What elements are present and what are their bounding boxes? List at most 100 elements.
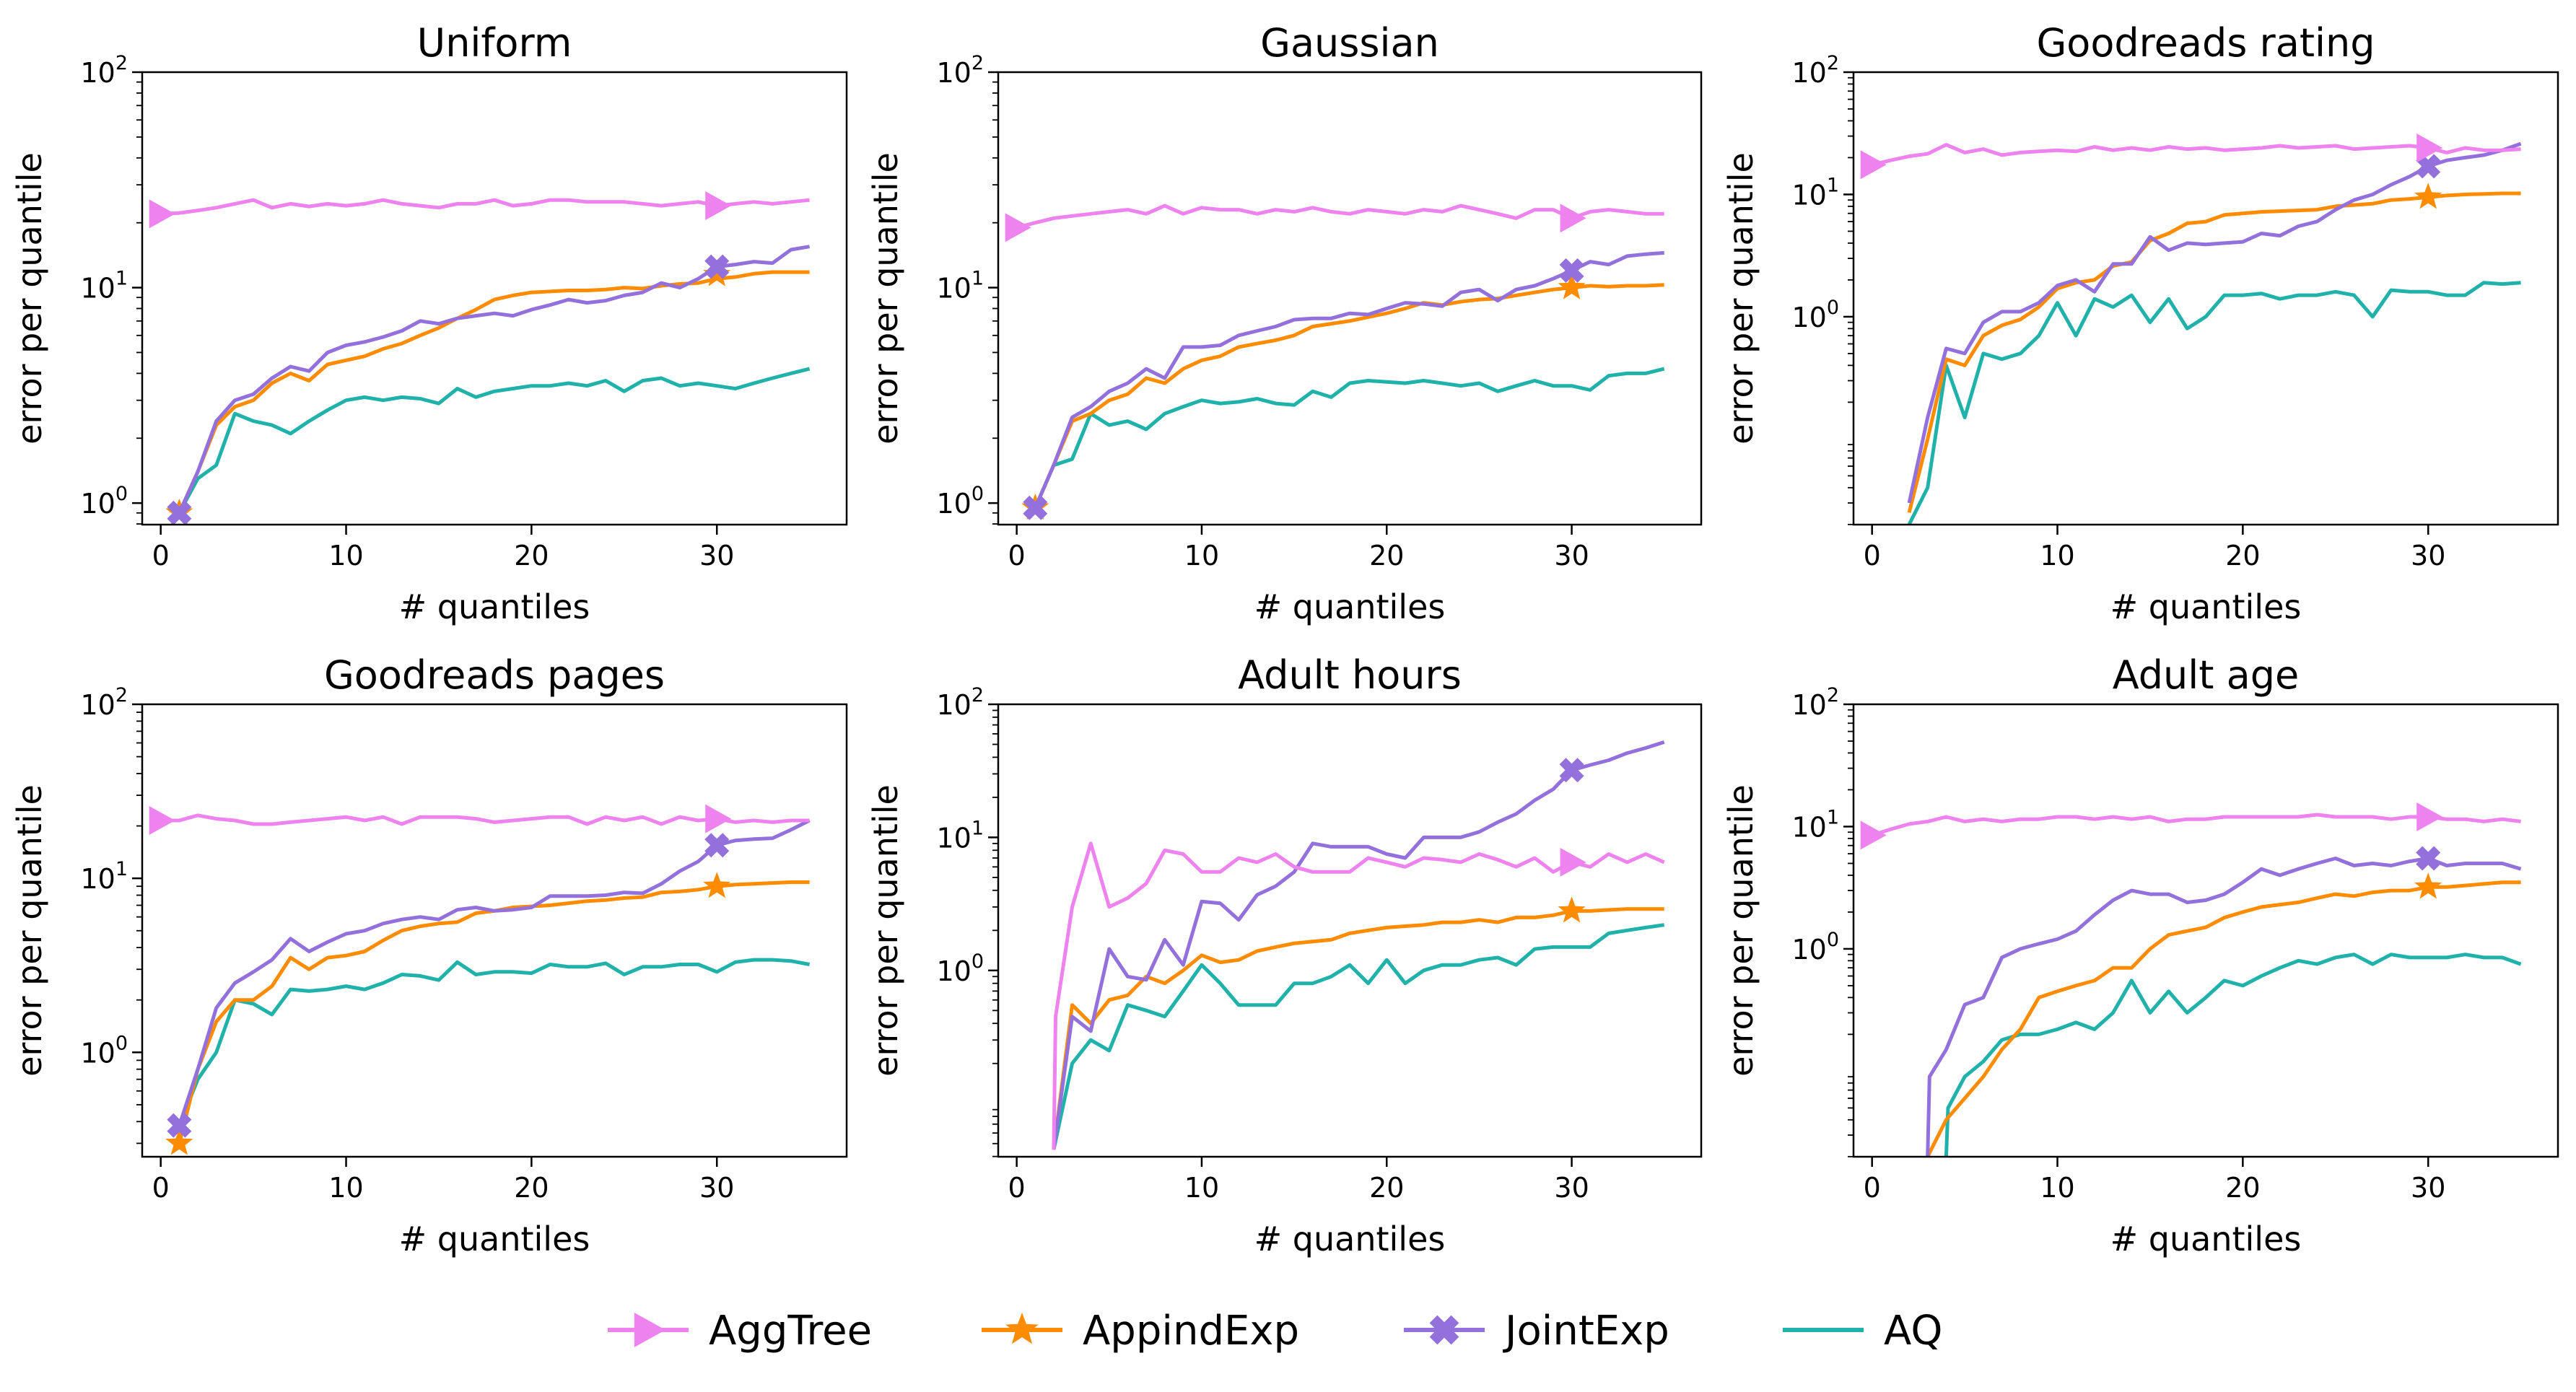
legend-item-appindexp: AppindExp [982, 1308, 1299, 1354]
series-line-aq [1035, 369, 1664, 508]
y-axis-label: error per quantile [10, 784, 49, 1077]
series-group [1054, 742, 1664, 1150]
chart-panel-5: Adult hours # quantiles error per quantile… [866, 652, 1701, 1259]
marker-aggtree [2416, 133, 2442, 162]
plot-frame [142, 704, 847, 1157]
marker-appindexp [2414, 872, 2442, 898]
x-tick-label: 30 [699, 1172, 734, 1204]
x-tick-label: 10 [328, 1172, 363, 1204]
series-group [1017, 206, 1664, 508]
x-tick-label: 20 [1369, 540, 1404, 572]
series-line-jointexp [179, 247, 809, 513]
x-axis-label: # quantiles [399, 587, 590, 626]
x-tick-label: 20 [2225, 1172, 2260, 1204]
chart-panel-4: Goodreads pages # quantiles error per quan… [10, 652, 847, 1259]
chart-panel-6: Adult age# quantileserror per quantile0 1… [1721, 652, 2558, 1259]
y-tick-label: 102 [80, 684, 128, 721]
x-tick-label: 10 [2040, 540, 2074, 572]
legend-marker [634, 1313, 665, 1347]
series-line-appindexp [1054, 909, 1664, 1150]
x-axis-label: # quantiles [399, 1220, 590, 1259]
y-tick-label: 100 [1791, 297, 1839, 333]
marker-aggtree [1560, 848, 1586, 877]
chart-title: Goodreads rating [2036, 20, 2375, 66]
marker-aggtree [1861, 820, 1887, 849]
x-tick-label: 10 [1184, 1172, 1219, 1204]
x-tick-label: 10 [1184, 540, 1219, 572]
y-tick-label: 102 [80, 52, 128, 89]
x-tick-label: 20 [1369, 1172, 1404, 1204]
x-tick-label: 20 [514, 540, 549, 572]
x-tick-label: 20 [514, 1172, 549, 1204]
series-line-appindexp [1909, 193, 2521, 512]
x-tick-label: 0 [152, 1172, 170, 1204]
x-axis-label: # quantiles [1254, 587, 1446, 626]
series-line-appindexp [1928, 883, 2521, 1157]
y-tick-label: 100 [80, 483, 128, 520]
series-line-aq [179, 369, 809, 513]
y-tick-label: 100 [1791, 929, 1839, 966]
marker-appindexp [1558, 896, 1586, 922]
chart-title: Uniform [417, 20, 572, 66]
legend-label: AggTree [709, 1308, 872, 1354]
x-tick-label: 0 [1008, 540, 1026, 572]
y-tick-label: 101 [80, 268, 128, 305]
y-axis-label: error per quantile [866, 152, 905, 445]
y-tick-label: 102 [1791, 52, 1839, 89]
marker-aggtree [1861, 150, 1887, 179]
marker-aggtree [2416, 802, 2442, 831]
series-line-aq [1909, 283, 2521, 525]
series-line-jointexp [1928, 859, 2521, 1157]
x-tick-label: 30 [2411, 540, 2445, 572]
x-tick-label: 20 [2225, 540, 2260, 572]
marker-aggtree [705, 191, 731, 220]
y-tick-label: 101 [936, 268, 984, 305]
y-tick-label: 101 [1791, 174, 1839, 211]
x-tick-label: 30 [1554, 1172, 1589, 1204]
y-axis-label: error per quantile [10, 152, 49, 445]
series-line-aq [1946, 955, 2520, 1157]
x-tick-label: 0 [1864, 540, 1881, 572]
legend-label: AppindExp [1083, 1308, 1299, 1354]
y-tick-label: 102 [936, 684, 984, 721]
y-tick-label: 102 [936, 52, 984, 89]
legend-label: AQ [1884, 1308, 1942, 1354]
y-tick-label: 100 [936, 950, 984, 987]
marker-aggtree [149, 199, 175, 228]
marker-appindexp [703, 872, 730, 898]
x-tick-label: 0 [152, 540, 170, 572]
legend: AggTree AppindExp JointExp AQ [608, 1308, 1942, 1354]
chart-title: Goodreads pages [324, 652, 665, 698]
x-tick-label: 0 [1008, 1172, 1026, 1204]
marker-appindexp [2414, 183, 2442, 209]
y-tick-label: 102 [1791, 684, 1839, 721]
chart-panel-2: Gaussian # quantiles error per quantile 0 10… [866, 20, 1701, 626]
marker-jointexp [704, 833, 729, 857]
x-axis-label: # quantiles [2110, 1220, 2302, 1259]
y-tick-label: 101 [1791, 806, 1839, 843]
x-tick-label: 30 [2411, 1172, 2445, 1204]
series-line-aggtree [1054, 844, 1664, 1150]
series-line-appindexp [1035, 285, 1664, 508]
figure: Uniform# quantileserror per quantile0 10 2… [0, 0, 2576, 1392]
legend-label: JointExp [1503, 1308, 1669, 1354]
y-tick-label: 100 [80, 1032, 128, 1069]
x-tick-label: 10 [2040, 1172, 2074, 1204]
marker-aggtree [705, 805, 731, 833]
plot-frame [1854, 72, 2558, 525]
legend-item-jointexp: JointExp [1404, 1308, 1669, 1354]
x-tick-label: 30 [1554, 540, 1589, 572]
x-axis-label: # quantiles [2110, 587, 2302, 626]
series-group [161, 200, 810, 513]
y-tick-label: 100 [936, 483, 984, 520]
x-tick-label: 30 [699, 540, 734, 572]
series-group [161, 815, 810, 1144]
series-line-aq [1054, 925, 1664, 1150]
x-tick-label: 10 [328, 540, 363, 572]
marker-jointexp [1560, 758, 1584, 782]
marker-aggtree [1005, 213, 1031, 242]
chart-title: Adult age [2113, 652, 2299, 698]
legend-item-aggtree: AggTree [608, 1308, 872, 1354]
